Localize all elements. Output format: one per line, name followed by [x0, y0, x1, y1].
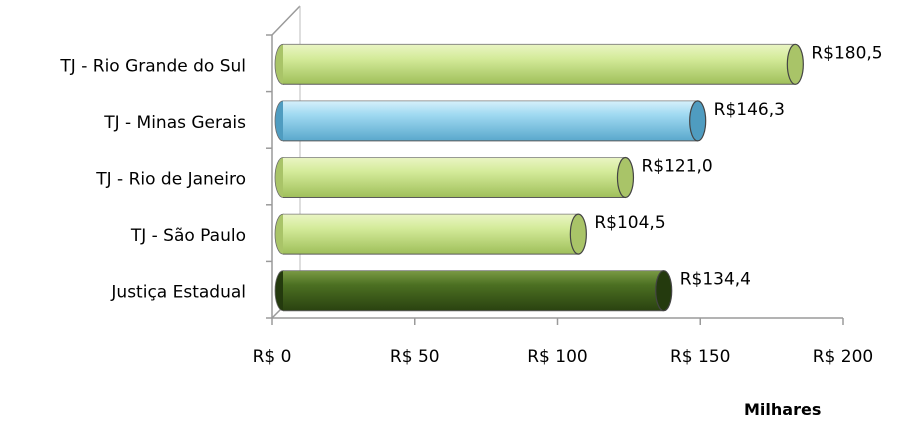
bar [275, 101, 706, 141]
x-axis-ticks [272, 318, 843, 325]
unit-label: Milhares [744, 400, 821, 419]
value-label: R$134,4 [680, 270, 751, 290]
x-axis-tick-labels: R$ 0 R$ 50 R$ 100 R$ 150 R$ 200 [253, 347, 874, 367]
x-tick-label: R$ 150 [670, 347, 730, 367]
category-label: TJ - São Paulo [130, 226, 246, 246]
category-label: TJ - Minas Gerais [103, 113, 246, 133]
bar [275, 158, 633, 198]
category-label: TJ - Rio de Janeiro [95, 170, 246, 190]
y-axis-ticks [266, 35, 272, 318]
bar [275, 214, 586, 254]
x-tick-label: R$ 0 [253, 347, 292, 367]
x-tick-label: R$ 100 [527, 347, 587, 367]
value-label: R$104,5 [594, 213, 665, 233]
bar [275, 271, 672, 311]
value-label: R$180,5 [811, 43, 882, 63]
bar [275, 44, 803, 84]
value-label: R$146,3 [714, 100, 785, 120]
value-label: R$121,0 [641, 157, 712, 177]
x-tick-label: R$ 50 [390, 347, 440, 367]
category-label: TJ - Rio Grande do Sul [59, 56, 246, 76]
category-label: Justiça Estadual [110, 283, 246, 303]
category-labels: TJ - Rio Grande do Sul TJ - Minas Gerais T… [59, 56, 246, 302]
x-tick-label: R$ 200 [813, 347, 873, 367]
